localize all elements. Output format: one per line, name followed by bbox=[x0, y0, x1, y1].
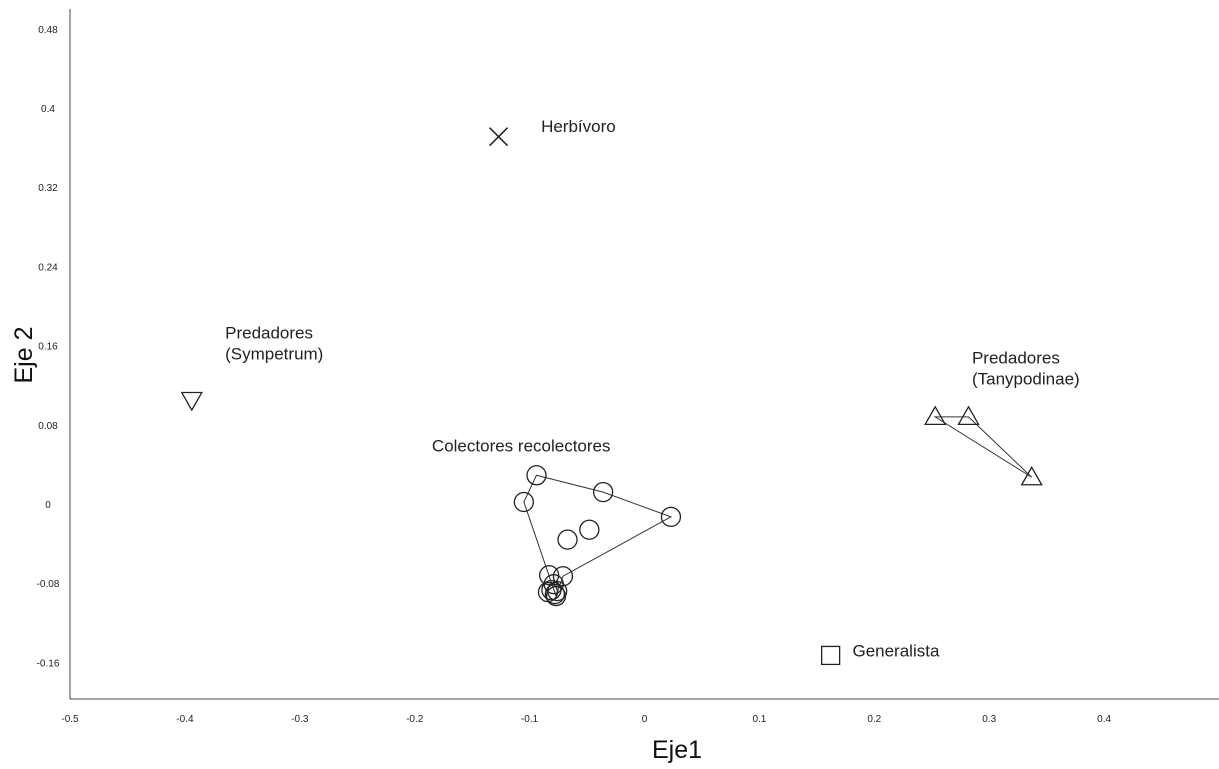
group-annotation: Predadores (Sympetrum) bbox=[225, 324, 323, 364]
x-tick-label: 0.4 bbox=[1097, 714, 1111, 725]
circle-point bbox=[592, 481, 614, 503]
circle-point bbox=[544, 583, 566, 605]
circle-point bbox=[513, 491, 535, 513]
triangle-up-point bbox=[924, 405, 947, 426]
x-tick-label: -0.3 bbox=[291, 714, 309, 725]
group-annotation: Generalista bbox=[852, 641, 939, 660]
circle-point bbox=[541, 579, 562, 601]
hulls bbox=[523, 416, 1033, 598]
y-tick-label: -0.08 bbox=[37, 579, 60, 590]
convex-hull bbox=[523, 474, 673, 598]
data-points bbox=[180, 127, 1043, 666]
x-tick-label: -0.4 bbox=[176, 714, 194, 725]
triangle-up-point bbox=[957, 405, 980, 426]
triangle-up-point bbox=[1020, 465, 1043, 486]
y-tick-label: 0 bbox=[45, 500, 51, 511]
y-tick-label: 0.16 bbox=[38, 342, 58, 353]
x-tick-label: -0.5 bbox=[61, 714, 79, 725]
x-tick-label: 0 bbox=[642, 714, 648, 725]
y-tick-label: -0.16 bbox=[37, 658, 60, 669]
axes: -0.5 -0.4 -0.3 -0.2 -0.1 0 0.1 0.2 0.3 0.4 -0.16 -0… bbox=[37, 9, 1219, 725]
circle-point bbox=[545, 585, 567, 607]
y-tick-label: 0.4 bbox=[41, 104, 55, 115]
group-annotation: Herbívoro bbox=[541, 117, 616, 136]
circle-point bbox=[538, 565, 560, 586]
group-annotation: Colectores recolectores bbox=[432, 437, 611, 456]
square-point bbox=[820, 645, 841, 666]
y-axis-label: Eje 2 bbox=[10, 327, 38, 384]
x-tick-label: 0.2 bbox=[867, 714, 881, 725]
x-tick-label: -0.2 bbox=[406, 714, 424, 725]
circle-point bbox=[526, 465, 547, 486]
y-tick-label: 0.08 bbox=[38, 421, 58, 432]
y-tick-label: 0.32 bbox=[38, 183, 58, 194]
x-tick-label: 0.1 bbox=[752, 714, 766, 725]
circle-point bbox=[660, 506, 682, 527]
convex-hull bbox=[933, 416, 1033, 478]
circle-point bbox=[557, 529, 578, 550]
group-annotation: Predadores (Tanypodinae) bbox=[972, 348, 1080, 388]
x-axis-label: Eje1 bbox=[652, 736, 702, 764]
x-point bbox=[489, 127, 509, 147]
y-tick-label: 0.48 bbox=[38, 25, 58, 36]
x-tick-label: 0.3 bbox=[982, 714, 996, 725]
x-tick-label: -0.1 bbox=[521, 714, 539, 725]
y-tick-label: 0.24 bbox=[38, 262, 58, 273]
annotations: Herbívoro Predadores (Sympetrum) Predadores… bbox=[225, 117, 1080, 661]
circle-point bbox=[579, 519, 600, 540]
triangle-down-point bbox=[180, 391, 203, 412]
